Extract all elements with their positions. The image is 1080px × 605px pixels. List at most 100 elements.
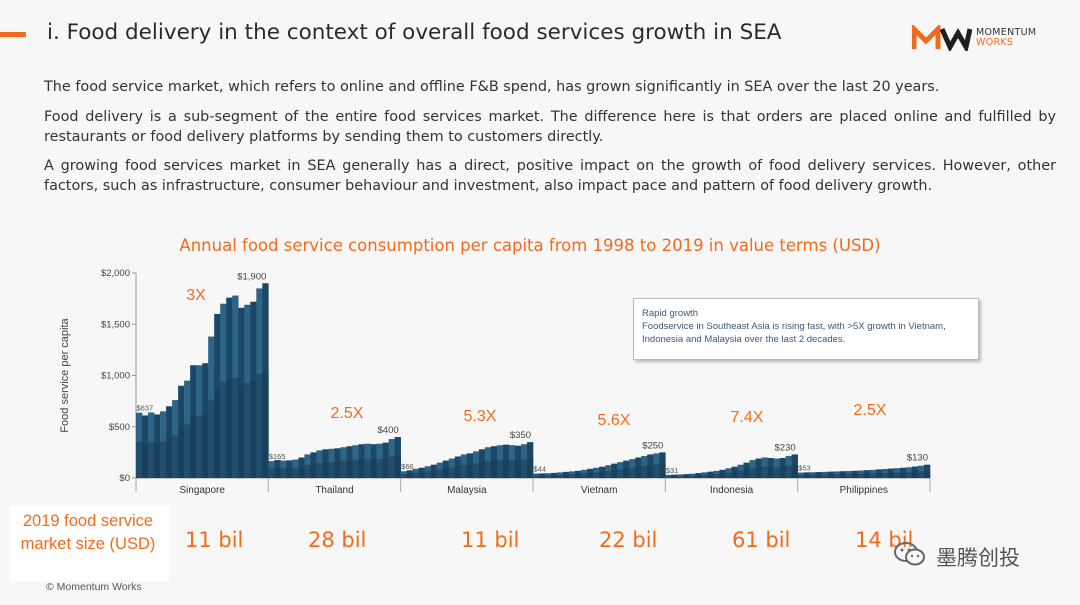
wechat-icon <box>894 542 925 566</box>
bar-lower-segment <box>460 465 468 478</box>
bar-lower-segment <box>148 441 155 478</box>
bar-lower-segment <box>292 467 299 478</box>
bar-lower-segment <box>917 471 925 478</box>
bar-lower-segment <box>779 467 786 478</box>
bar-lower-segment <box>304 465 311 478</box>
bar-lower-segment <box>424 471 432 478</box>
bar-lower-segment <box>545 475 552 478</box>
bar-lower-segment <box>731 471 738 478</box>
rapid-growth-callout: Rapid growth Foodservice in Southeast As… <box>633 298 979 360</box>
growth-label: 3X <box>186 287 206 304</box>
bar-lower-segment <box>490 460 498 478</box>
bar-lower-segment <box>298 466 305 478</box>
bar-lower-segment <box>364 459 371 478</box>
bar-lower-segment <box>887 472 895 478</box>
intro-paragraph-2: Food delivery is a sub-segment of the en… <box>44 109 1056 145</box>
bar-lower-segment <box>160 441 167 478</box>
bar-lower-segment <box>352 459 359 478</box>
bar-lower-segment <box>587 472 594 478</box>
y-axis-label: Food service per capita <box>59 317 71 432</box>
bar-lower-segment <box>412 472 420 478</box>
end-value-label: $130 <box>907 453 928 464</box>
start-value-label: $637 <box>137 404 154 413</box>
bar-lower-segment <box>484 461 492 478</box>
y-tick-label: $2,000 <box>101 268 130 279</box>
bar-lower-segment <box>557 474 564 478</box>
category-label: Vietnam <box>581 485 618 496</box>
accent-bar <box>0 32 26 37</box>
bar-lower-segment <box>274 468 281 478</box>
start-value-label: $66 <box>401 462 414 471</box>
bar-lower-segment <box>394 455 401 478</box>
bar-lower-segment <box>172 435 179 478</box>
mw-logo-icon <box>911 22 973 54</box>
market-size-indonesia: 61 bil <box>732 528 791 552</box>
bar-lower-segment <box>845 474 853 478</box>
bar-lower-segment <box>689 475 696 478</box>
bar-lower-segment <box>376 459 383 478</box>
bar-lower-segment <box>442 468 450 478</box>
bar-lower-segment <box>250 381 257 478</box>
bar-lower-segment <box>238 384 245 478</box>
bar-lower-segment <box>232 377 239 478</box>
end-value-label: $230 <box>775 442 796 453</box>
start-value-label: $165 <box>269 452 286 461</box>
bar-lower-segment <box>719 473 726 478</box>
page-title: i. Food delivery in the context of overa… <box>47 20 782 45</box>
intro-paragraph-3: A growing food services market in SEA ge… <box>44 158 1056 194</box>
bar-lower-segment <box>623 468 630 478</box>
chart-title: Annual food service consumption per capi… <box>179 236 881 255</box>
start-value-label: $53 <box>798 464 811 473</box>
bar-lower-segment <box>202 414 209 478</box>
bar-lower-segment <box>280 468 287 478</box>
end-value-label: $400 <box>378 425 399 436</box>
copyright: © Momentum Works <box>46 581 142 593</box>
bar-lower-segment <box>539 475 546 478</box>
bar-lower-segment <box>785 465 792 478</box>
bar-lower-segment <box>581 473 588 478</box>
bar-lower-segment <box>466 464 474 478</box>
bar-lower-segment <box>617 469 624 478</box>
bar-lower-segment <box>268 468 275 478</box>
bar-lower-segment <box>857 473 865 478</box>
watermark-text: 墨腾创投 <box>936 546 1020 570</box>
bar-lower-segment <box>713 474 720 478</box>
bar-lower-segment <box>136 442 143 478</box>
market-size-singapore: 11 bil <box>185 528 244 552</box>
bar-lower-segment <box>767 467 774 478</box>
momentum-works-logo: MOMENTUM WORKS <box>911 22 1052 54</box>
bar-lower-segment <box>875 473 883 478</box>
bar-lower-segment <box>701 474 708 478</box>
bar-lower-segment <box>647 465 654 478</box>
bar-lower-segment <box>334 461 341 478</box>
bar-lower-segment <box>665 476 672 478</box>
bar-lower-segment <box>322 462 329 478</box>
bar-lower-segment <box>797 475 804 478</box>
market-size-vietnam: 22 bil <box>599 528 658 552</box>
category-label: Indonesia <box>710 485 754 496</box>
growth-label: 5.6X <box>598 412 631 429</box>
bar-lower-segment <box>635 466 642 478</box>
bar-lower-segment <box>430 470 438 478</box>
bar-lower-segment <box>340 461 347 478</box>
market-size-label: 2019 food service market size (USD) <box>20 512 156 553</box>
bar-lower-segment <box>244 382 251 478</box>
bar-lower-segment <box>286 468 293 478</box>
bar-lower-segment <box>839 474 847 478</box>
y-tick-label: $0 <box>119 473 130 484</box>
bar-lower-segment <box>400 474 407 478</box>
bar-lower-segment <box>142 443 149 478</box>
bar-lower-segment <box>190 415 197 478</box>
bar-lower-segment <box>563 474 570 478</box>
market-size-malaysia: 11 bil <box>461 528 520 552</box>
bar-lower-segment <box>899 472 907 478</box>
logo-text: MOMENTUM WORKS <box>976 28 1036 48</box>
bar-lower-segment <box>262 370 269 478</box>
bar-lower-segment <box>178 427 185 478</box>
end-value-label: $350 <box>510 430 531 441</box>
bar-lower-segment <box>863 473 871 478</box>
bar-lower-segment <box>575 474 582 478</box>
bar-lower-segment <box>893 472 901 478</box>
bar-lower-segment <box>436 469 444 478</box>
bar-lower-segment <box>593 472 600 478</box>
